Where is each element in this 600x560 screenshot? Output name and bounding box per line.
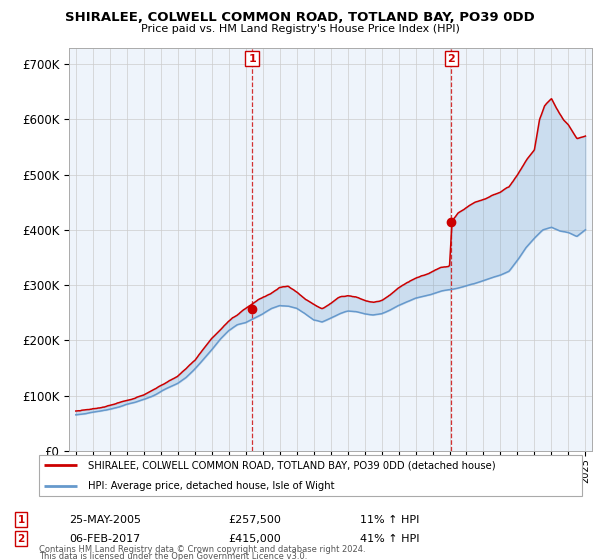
Text: 25-MAY-2005: 25-MAY-2005 xyxy=(69,515,141,525)
Text: 11% ↑ HPI: 11% ↑ HPI xyxy=(360,515,419,525)
Text: £415,000: £415,000 xyxy=(228,534,281,544)
Text: 2: 2 xyxy=(448,54,455,64)
Text: 41% ↑ HPI: 41% ↑ HPI xyxy=(360,534,419,544)
Text: 2: 2 xyxy=(17,534,25,544)
Text: HPI: Average price, detached house, Isle of Wight: HPI: Average price, detached house, Isle… xyxy=(88,480,334,491)
Text: 06-FEB-2017: 06-FEB-2017 xyxy=(69,534,140,544)
Text: Contains HM Land Registry data © Crown copyright and database right 2024.: Contains HM Land Registry data © Crown c… xyxy=(39,545,365,554)
Text: Price paid vs. HM Land Registry's House Price Index (HPI): Price paid vs. HM Land Registry's House … xyxy=(140,24,460,34)
Text: SHIRALEE, COLWELL COMMON ROAD, TOTLAND BAY, PO39 0DD: SHIRALEE, COLWELL COMMON ROAD, TOTLAND B… xyxy=(65,11,535,24)
Text: This data is licensed under the Open Government Licence v3.0.: This data is licensed under the Open Gov… xyxy=(39,552,307,560)
Text: 1: 1 xyxy=(17,515,25,525)
Text: SHIRALEE, COLWELL COMMON ROAD, TOTLAND BAY, PO39 0DD (detached house): SHIRALEE, COLWELL COMMON ROAD, TOTLAND B… xyxy=(88,460,496,470)
Text: 1: 1 xyxy=(248,54,256,64)
Text: £257,500: £257,500 xyxy=(228,515,281,525)
